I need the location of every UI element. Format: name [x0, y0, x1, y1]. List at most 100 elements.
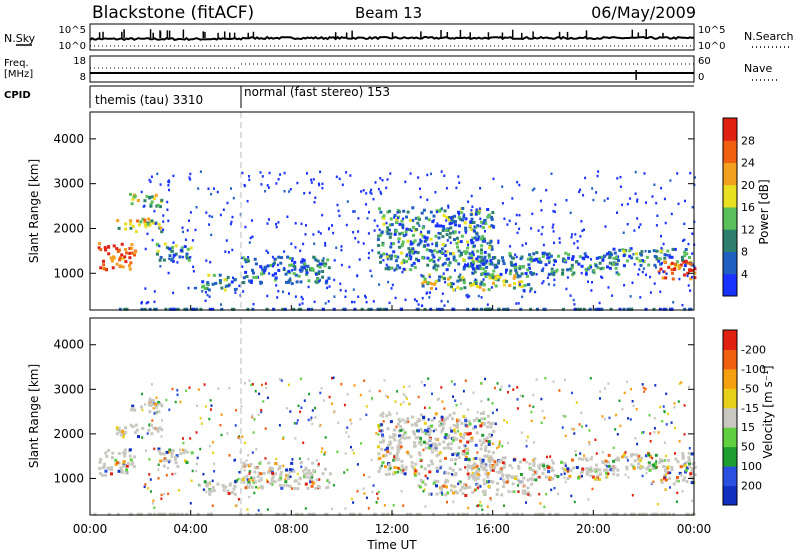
data-cell: [567, 256, 571, 260]
data-cell-ground: [429, 307, 433, 311]
data-cell-sparse: [626, 202, 629, 206]
data-cell: [381, 243, 385, 247]
data-cell: [503, 462, 507, 466]
data-cell-sparse: [466, 469, 469, 472]
data-cell: [427, 443, 431, 447]
data-cell: [327, 276, 331, 280]
data-cell-sparse: [395, 425, 398, 429]
data-cell: [131, 406, 135, 410]
data-cell-sparse: [357, 217, 360, 220]
data-cell: [252, 275, 256, 279]
data-cell-sparse: [252, 431, 255, 434]
data-cell: [423, 467, 427, 471]
data-cell-sparse: [626, 459, 629, 462]
data-cell-sparse: [448, 442, 451, 445]
data-cell-sparse: [484, 377, 487, 381]
data-cell: [435, 454, 439, 458]
data-cell-sparse: [618, 399, 621, 402]
data-cell-sparse: [551, 459, 554, 462]
data-cell: [407, 452, 410, 456]
data-cell-sparse: [272, 264, 274, 268]
data-cell: [442, 484, 446, 488]
power-colorbar-swatch: [723, 184, 737, 208]
data-cell: [121, 265, 125, 269]
data-cell: [474, 225, 478, 229]
data-cell: [596, 474, 600, 478]
data-cell: [249, 462, 253, 466]
data-cell: [475, 232, 479, 236]
data-cell-sparse: [550, 172, 553, 175]
data-cell-sparse: [371, 396, 373, 400]
data-cell-sparse: [282, 437, 285, 441]
data-cell: [327, 481, 331, 485]
data-cell: [279, 476, 283, 480]
data-cell-sparse: [147, 403, 150, 406]
data-cell-sparse: [389, 172, 392, 175]
data-cell: [393, 438, 397, 442]
data-cell-sparse: [530, 410, 533, 414]
data-cell-sparse: [581, 229, 584, 233]
data-cell: [683, 273, 687, 277]
data-cell-sparse: [483, 219, 486, 222]
data-cell: [538, 257, 542, 261]
data-cell-sparse: [294, 222, 297, 225]
data-cell: [462, 265, 466, 269]
data-cell-sparse: [423, 406, 426, 409]
data-cell-ground: [574, 512, 578, 516]
data-cell: [163, 452, 166, 456]
data-cell: [556, 475, 560, 478]
data-cell-sparse: [410, 229, 413, 232]
data-cell: [401, 418, 405, 422]
data-cell: [156, 203, 160, 207]
data-cell-sparse: [591, 281, 593, 284]
data-cell: [396, 422, 400, 426]
data-cell: [501, 461, 505, 465]
data-cell: [476, 477, 480, 480]
data-cell: [145, 195, 149, 199]
velocity-colorbar-tick-label: -100: [741, 363, 766, 376]
data-cell: [464, 422, 468, 426]
data-cell-sparse: [653, 282, 656, 285]
data-cell-sparse: [300, 295, 303, 299]
data-cell-sparse: [319, 170, 322, 174]
data-cell: [171, 246, 174, 249]
data-cell: [226, 275, 230, 279]
data-cell-sparse: [370, 274, 373, 278]
data-cell: [448, 222, 452, 226]
data-cell-ground: [199, 307, 203, 311]
data-cell: [457, 216, 461, 220]
data-cell: [149, 403, 153, 407]
data-cell: [293, 265, 297, 268]
data-cell: [487, 484, 491, 488]
data-cell: [379, 255, 382, 259]
data-cell-sparse: [318, 487, 321, 490]
data-cell: [571, 273, 575, 277]
data-cell-sparse: [220, 413, 223, 416]
data-cell-sparse: [459, 273, 462, 276]
data-cell-sparse: [205, 259, 208, 262]
data-cell-sparse: [266, 294, 269, 298]
data-cell: [173, 457, 177, 461]
data-cell-sparse: [365, 405, 368, 408]
data-cell: [303, 475, 307, 478]
data-cell: [321, 472, 325, 476]
power-ytick-label: 1000: [53, 266, 84, 280]
data-cell: [279, 473, 283, 477]
data-cell-sparse: [452, 395, 454, 398]
data-cell: [382, 454, 385, 458]
data-cell-ground: [157, 512, 160, 516]
data-cell: [123, 255, 127, 259]
data-cell-sparse: [412, 247, 415, 251]
data-cell-sparse: [645, 273, 647, 277]
data-cell: [401, 428, 405, 432]
data-cell: [671, 277, 675, 281]
data-cell: [595, 256, 599, 260]
data-cell-sparse: [314, 196, 317, 199]
data-cell-sparse: [535, 273, 538, 276]
data-cell: [563, 462, 567, 465]
data-cell: [174, 244, 178, 248]
data-cell-sparse: [246, 508, 249, 511]
data-cell-sparse: [574, 233, 577, 236]
data-cell-sparse: [247, 256, 250, 259]
data-cell-sparse: [523, 484, 526, 488]
